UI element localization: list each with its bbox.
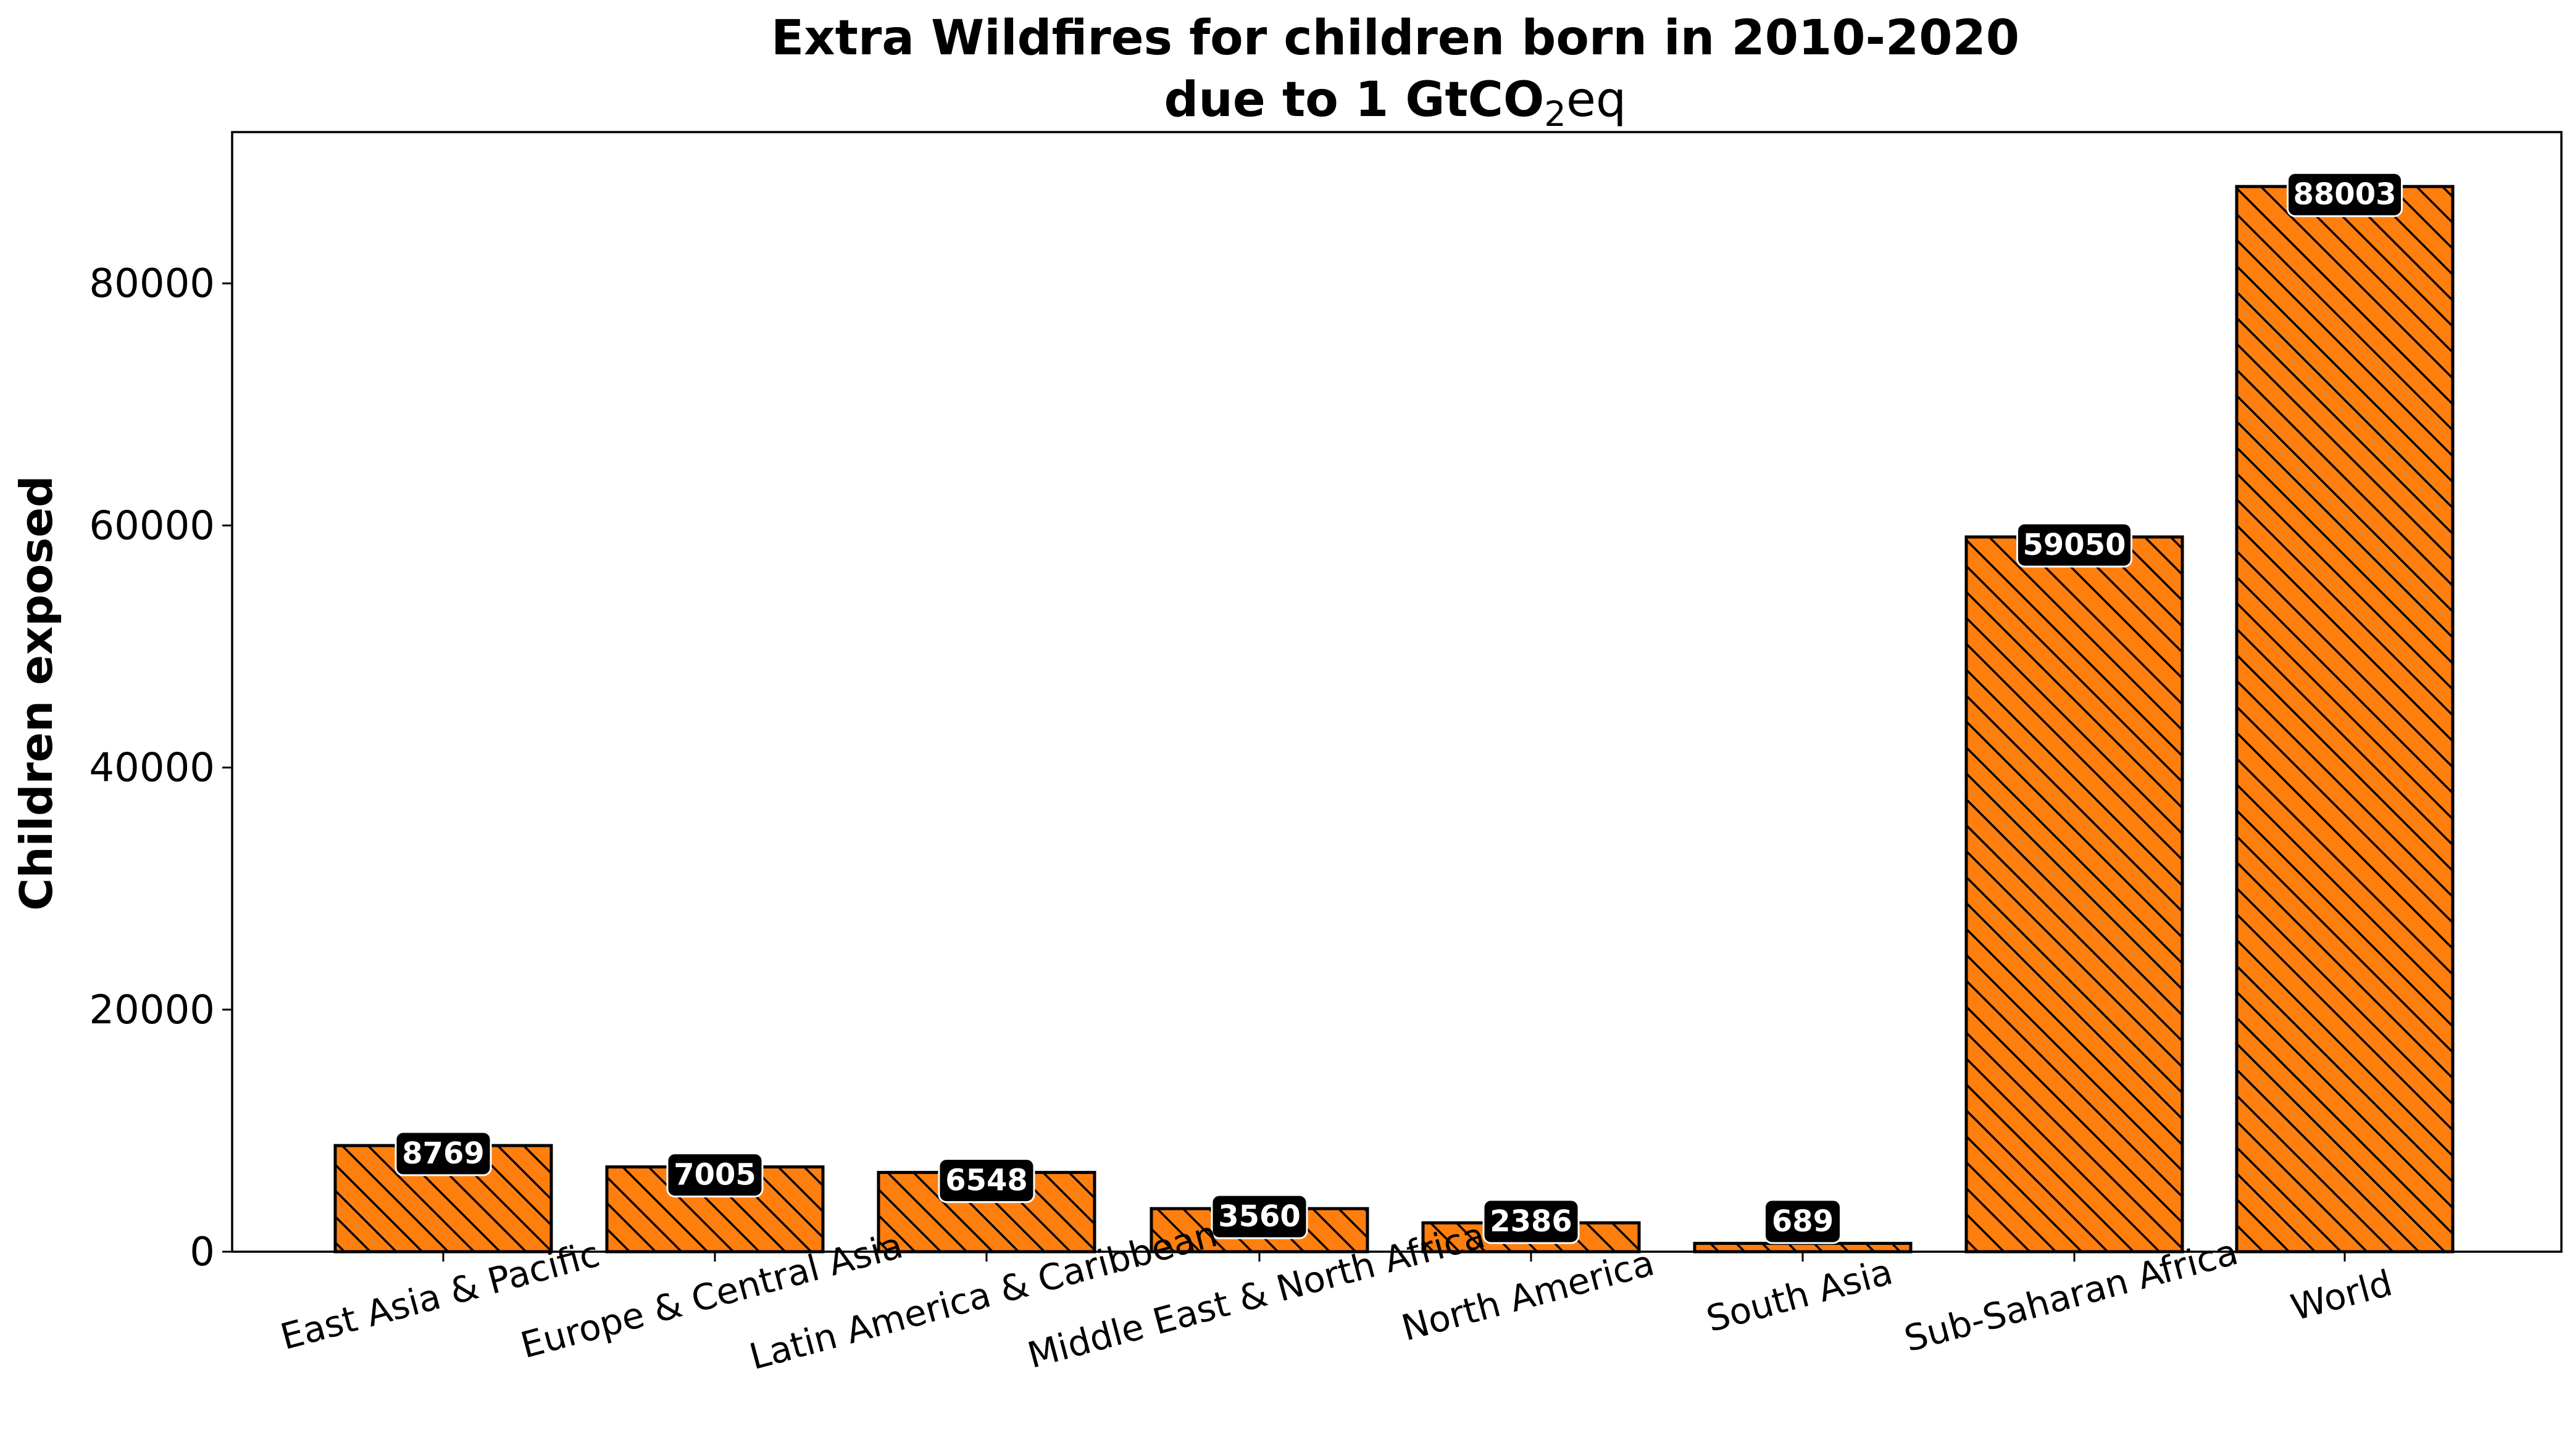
bar [2235, 185, 2455, 1254]
value-label: 8769 [402, 1136, 485, 1171]
plot-frame [231, 131, 2563, 1253]
value-label-box [1211, 1194, 1308, 1239]
value-label-box [1764, 1199, 1842, 1244]
value-label-box [2016, 522, 2132, 568]
value-label: 88003 [2293, 177, 2397, 212]
value-label-box [394, 1131, 492, 1176]
chart-title: Extra Wildfires for children born in 201… [771, 10, 2019, 66]
value-label: 59050 [2023, 528, 2126, 562]
chart-subtitle: due to 1 GtCO2eq [1164, 72, 1627, 135]
value-label-box [1482, 1199, 1580, 1244]
y-tick-label: 20000 [89, 988, 215, 1033]
value-label: 689 [1772, 1204, 1834, 1239]
bar [1693, 1241, 1913, 1254]
value-label-box [666, 1152, 764, 1198]
y-axis-ticks: 0 20000 40000 60000 80000 [89, 261, 232, 1275]
x-tick-label: South Asia [1702, 1250, 1897, 1341]
bars [333, 185, 2455, 1254]
value-labels: 8769 7005 6548 3560 2386 689 59050 88003 [394, 172, 2403, 1244]
value-label-box [938, 1158, 1035, 1204]
value-label: 2386 [1490, 1204, 1572, 1239]
x-tick-label: World [2287, 1262, 2397, 1329]
subtitle-suffix: eq [1566, 72, 1627, 128]
y-tick-label: 80000 [89, 261, 215, 307]
value-label: 6548 [945, 1163, 1028, 1198]
bar [1964, 535, 2184, 1254]
value-label: 3560 [1218, 1199, 1301, 1234]
y-tick-label: 0 [190, 1229, 215, 1275]
subtitle-subscript: 2 [1544, 94, 1566, 135]
y-axis-label: Children exposed [10, 475, 62, 910]
y-tick-label: 40000 [89, 746, 215, 791]
y-tick-label: 60000 [89, 503, 215, 549]
value-label: 7005 [674, 1158, 756, 1192]
subtitle-main: due to 1 GtCO [1164, 72, 1545, 128]
value-label-box [2287, 172, 2403, 217]
